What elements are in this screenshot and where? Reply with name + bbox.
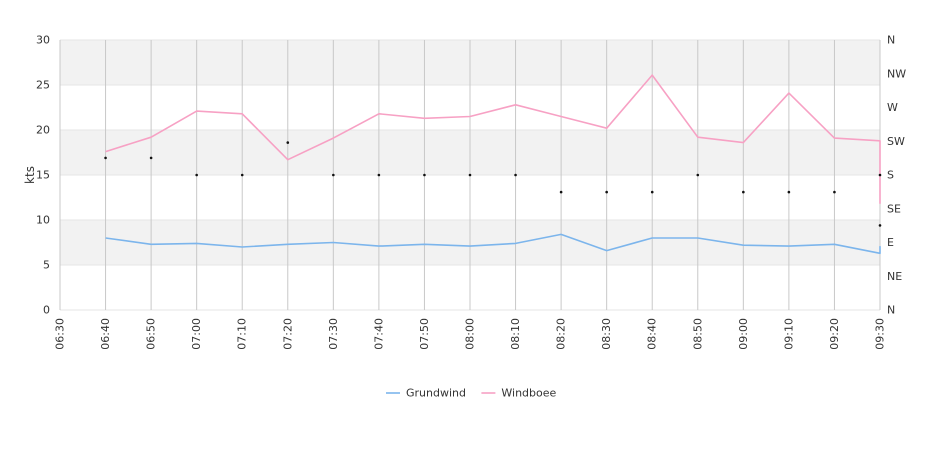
series-line-windboee (105, 74, 881, 204)
x-tick-label: 07:20 (281, 318, 294, 350)
x-tick-label: 08:10 (509, 318, 522, 350)
x-tick-label: 08:40 (646, 318, 659, 350)
direction-point (104, 156, 107, 160)
legend: Grundwind Windboee (386, 387, 557, 400)
x-tick-label: 07:50 (418, 318, 431, 350)
direction-point (286, 141, 290, 144)
direction-point (787, 190, 791, 194)
y-tick-label: 0 (43, 304, 50, 317)
direction-point (650, 190, 654, 194)
direction-point (559, 190, 563, 194)
direction-point (332, 173, 335, 177)
direction-tick-label: NW (887, 67, 906, 80)
y-tick-label: 20 (36, 124, 50, 137)
direction-point (742, 190, 745, 194)
x-tick-label: 06:40 (99, 318, 112, 350)
x-tick-label: 07:10 (236, 318, 249, 350)
direction-point (605, 190, 608, 194)
direction-point (377, 173, 381, 177)
direction-point (833, 190, 836, 194)
direction-tick-label: W (887, 101, 898, 114)
direction-point (149, 156, 153, 160)
direction-tick-label: S (887, 169, 894, 182)
x-tick-label: 08:20 (555, 318, 568, 350)
y-tick-label: 5 (43, 259, 50, 272)
direction-tick-label: NE (887, 270, 902, 283)
direction-points (104, 141, 882, 227)
direction-point (423, 173, 426, 177)
legend-label-windboee: Windboee (501, 387, 556, 400)
direction-axis-ticks: N NE E SE S SW W NW N (887, 34, 906, 317)
direction-point (878, 224, 882, 227)
y-tick-label: 30 (36, 34, 50, 47)
x-tick-label: 07:40 (372, 318, 385, 350)
series-lines (105, 74, 881, 255)
direction-tick-label: E (887, 236, 894, 249)
x-tick-label: 08:00 (464, 318, 477, 350)
direction-point (696, 173, 700, 177)
direction-tick-label: N (887, 304, 895, 317)
x-axis-ticks: 06:30 06:40 06:50 07:00 07:10 07:20 07:30 07:40… (54, 318, 887, 350)
y-tick-label: 25 (36, 79, 50, 92)
x-tick-label: 07:00 (190, 318, 203, 350)
x-tick-label: 07:30 (327, 318, 340, 350)
direction-point (468, 173, 472, 177)
direction-point (878, 173, 882, 177)
direction-tick-label: SW (887, 135, 905, 148)
legend-label-grundwind: Grundwind (406, 387, 466, 400)
direction-tick-label: N (887, 34, 895, 47)
y-tick-label: 15 (36, 169, 50, 182)
y-tick-label: 10 (36, 214, 50, 227)
direction-point (195, 173, 198, 177)
x-tick-label: 08:50 (691, 318, 704, 350)
direction-point (514, 173, 517, 177)
x-tick-label: 09:30 (874, 318, 887, 350)
x-tick-label: 06:30 (54, 318, 67, 350)
y-axis-ticks: 0 5 10 15 20 25 30 (36, 34, 50, 317)
direction-tick-label: SE (887, 202, 901, 215)
x-tick-label: 09:00 (737, 318, 750, 350)
x-tick-label: 09:10 (782, 318, 795, 350)
x-tick-label: 08:30 (600, 318, 613, 350)
y-axis-title: kts (23, 166, 37, 184)
direction-point (240, 173, 244, 177)
x-tick-label: 06:50 (145, 318, 158, 350)
x-tick-label: 09:20 (828, 318, 841, 350)
series-line-grundwind (105, 233, 881, 255)
